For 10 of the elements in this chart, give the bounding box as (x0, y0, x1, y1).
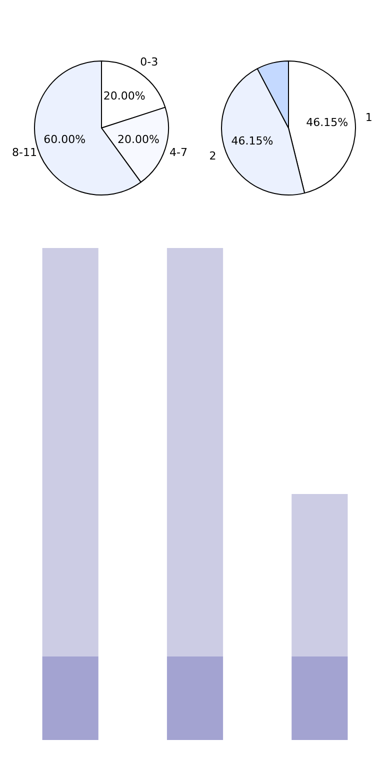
slice-label: 8-11 (12, 146, 37, 159)
data-label: 20.00% (103, 89, 146, 102)
data-label: 46.15% (231, 134, 274, 148)
data-label: 20.00% (117, 132, 160, 146)
slice-label: 0-3 (140, 55, 158, 68)
data-label: 60.00% (44, 132, 86, 146)
data-label: 46.15% (306, 116, 348, 130)
slice-label: 4-7 (170, 146, 188, 159)
slice-label: 2 (209, 150, 216, 163)
slice-label: 1 (365, 111, 372, 124)
